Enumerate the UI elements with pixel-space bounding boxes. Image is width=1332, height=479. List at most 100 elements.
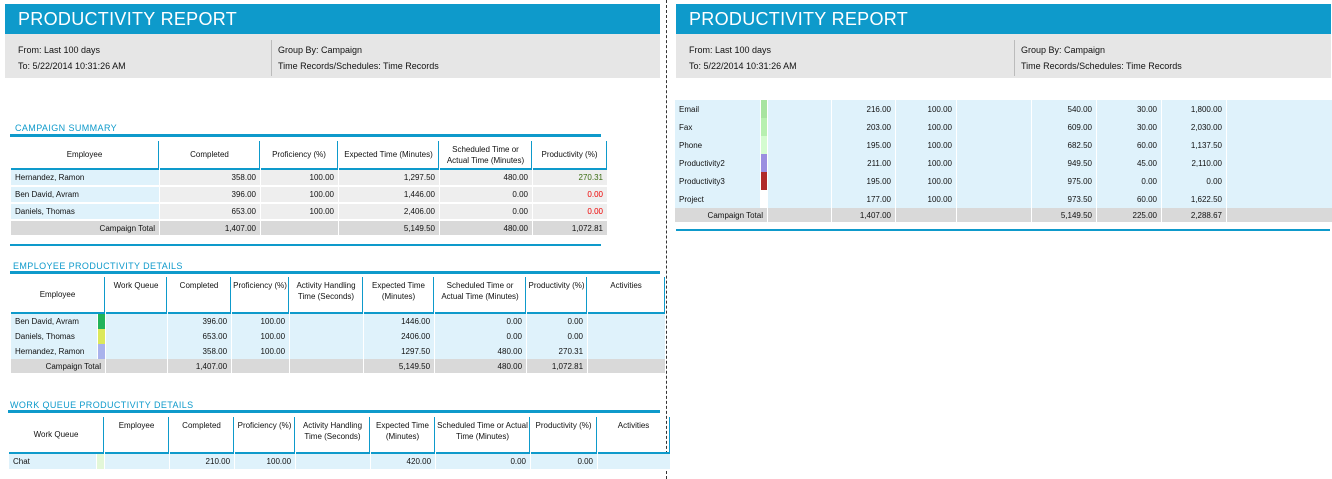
color-indicator — [98, 329, 106, 344]
cell: 270.31 — [533, 170, 607, 187]
cell: 0.00 — [1162, 172, 1226, 190]
table-row[interactable]: Ben David, Avram 396.00 100.00 1446.00 0.00 0… — [11, 314, 666, 329]
cell — [106, 344, 168, 359]
header-row: Work Queue Employee Completed Proficiency (… — [9, 417, 671, 454]
column-header[interactable]: Activities — [588, 277, 666, 314]
table-row[interactable]: Productivity2 211.00 100.00 949.50 45.00 2,11… — [675, 154, 1332, 172]
total-cell: 1,072.81 — [527, 359, 588, 373]
column-header[interactable]: Expected Time (Minutes) — [371, 417, 436, 454]
cell: 358.00 — [160, 170, 260, 187]
cell: 100.00 — [261, 170, 338, 187]
column-header[interactable]: Employee — [105, 417, 170, 454]
table-row[interactable]: Fax 203.00 100.00 609.00 30.00 2,030.00 — [675, 118, 1332, 136]
column-header[interactable]: Activity Handling Time (Seconds) — [290, 277, 364, 314]
cell: 60.00 — [1097, 190, 1161, 208]
table-row[interactable]: Project 177.00 100.00 973.50 60.00 1,622.50 — [675, 190, 1332, 208]
employee-details-title: EMPLOYEE PRODUCTIVITY DETAILS — [13, 261, 183, 271]
table-row[interactable]: Email 216.00 100.00 540.00 30.00 1,800.00 — [675, 100, 1332, 118]
table-row[interactable]: Hernandez, Ramon 358.00 100.00 1,297.50 480.… — [11, 170, 607, 187]
cell: 100.00 — [896, 190, 956, 208]
cell — [768, 118, 831, 136]
cell: 1446.00 — [364, 314, 435, 329]
cell: 0.00 — [440, 187, 532, 204]
cell: 682.50 — [1032, 136, 1096, 154]
cell: 100.00 — [896, 100, 956, 118]
total-cell: 5,149.50 — [364, 359, 435, 373]
cell — [768, 100, 831, 118]
cell — [1227, 154, 1332, 172]
cell: 480.00 — [435, 344, 527, 359]
cell: 100.00 — [232, 329, 290, 344]
cell: 0.00 — [435, 314, 527, 329]
total-cell — [106, 359, 168, 373]
total-cell: 1,072.81 — [533, 221, 607, 235]
column-header[interactable]: Proficiency (%) — [261, 141, 338, 170]
cell: 100.00 — [896, 154, 956, 172]
total-cell — [896, 208, 956, 222]
cell: 653.00 — [168, 329, 232, 344]
column-header[interactable]: Expected Time (Minutes) — [339, 141, 439, 170]
to-label: To: 5/22/2014 10:31:26 AM — [689, 61, 797, 71]
column-header[interactable]: Scheduled Time or Actual Time (Minutes) — [436, 417, 531, 454]
column-header[interactable]: Proficiency (%) — [232, 277, 290, 314]
table-row[interactable]: Phone 195.00 100.00 682.50 60.00 1,137.50 — [675, 136, 1332, 154]
cell: 270.31 — [527, 344, 588, 359]
cell — [768, 190, 831, 208]
cell: 195.00 — [832, 172, 895, 190]
page-divider — [666, 0, 667, 479]
time-records-label: Time Records/Schedules: Time Records — [278, 61, 439, 71]
column-header[interactable]: Scheduled Time or Actual Time (Minutes) — [435, 277, 527, 314]
column-header[interactable]: Activities — [598, 417, 671, 454]
table-row[interactable]: Chat 210.00 100.00 420.00 0.00 0.00 — [9, 454, 671, 469]
column-header[interactable]: Completed — [160, 141, 260, 170]
total-row: Campaign Total 1,407.00 5,149.50 480.00 1,07… — [11, 359, 666, 373]
column-header[interactable]: Activity Handling Time (Seconds) — [296, 417, 371, 454]
column-header[interactable]: Completed — [170, 417, 235, 454]
color-indicator — [761, 190, 767, 208]
total-label: Campaign Total — [11, 221, 159, 235]
table-row[interactable]: Hernandez, Ramon 358.00 100.00 1297.50 480.0… — [11, 344, 666, 359]
cell — [957, 154, 1031, 172]
cell: 195.00 — [832, 136, 895, 154]
cell — [957, 172, 1031, 190]
table-row[interactable]: Ben David, Avram 396.00 100.00 1,446.00 0.00… — [11, 187, 607, 204]
column-header[interactable]: Proficiency (%) — [235, 417, 296, 454]
column-header[interactable]: Completed — [168, 277, 232, 314]
total-cell — [290, 359, 364, 373]
table-row[interactable]: Daniels, Thomas 653.00 100.00 2406.00 0.00 0.… — [11, 329, 666, 344]
table-row[interactable]: Daniels, Thomas 653.00 100.00 2,406.00 0.00 0… — [11, 204, 607, 221]
column-header[interactable]: Expected Time (Minutes) — [364, 277, 435, 314]
column-header[interactable]: Scheduled Time or Actual Time (Minutes) — [440, 141, 532, 170]
row-label: Ben David, Avram — [11, 187, 159, 204]
total-cell — [232, 359, 290, 373]
cell: 1,800.00 — [1162, 100, 1226, 118]
row-label: Chat — [9, 454, 96, 469]
color-indicator — [98, 344, 106, 359]
cell — [290, 344, 364, 359]
cell: 2,406.00 — [339, 204, 439, 221]
cell: 100.00 — [896, 118, 956, 136]
column-header[interactable]: Work Queue — [106, 277, 168, 314]
report-page-1: PRODUCTIVITY REPORT From: Last 100 days T… — [5, 0, 671, 479]
color-indicator — [761, 172, 767, 190]
column-header[interactable]: Productivity (%) — [527, 277, 588, 314]
cell — [768, 136, 831, 154]
column-header[interactable]: Employee — [11, 277, 106, 314]
table-row[interactable]: Productivity3 195.00 100.00 975.00 0.00 0.00 — [675, 172, 1332, 190]
cell — [1227, 136, 1332, 154]
column-header[interactable]: Employee — [11, 141, 159, 170]
cell: 0.00 — [440, 204, 532, 221]
cell — [588, 344, 666, 359]
cell: 540.00 — [1032, 100, 1096, 118]
color-indicator — [97, 454, 105, 469]
section-rule — [10, 244, 601, 246]
row-label: Ben David, Avram — [11, 314, 97, 329]
cell — [105, 454, 170, 469]
cell — [296, 454, 371, 469]
total-row: Campaign Total 1,407.00 5,149.50 225.00 2,28… — [675, 208, 1332, 222]
campaign-summary-title: CAMPAIGN SUMMARY — [15, 123, 118, 133]
header-row: Employee Work Queue Completed Proficiency (… — [11, 277, 666, 314]
column-header[interactable]: Productivity (%) — [531, 417, 598, 454]
column-header[interactable]: Productivity (%) — [533, 141, 607, 170]
column-header[interactable]: Work Queue — [9, 417, 105, 454]
